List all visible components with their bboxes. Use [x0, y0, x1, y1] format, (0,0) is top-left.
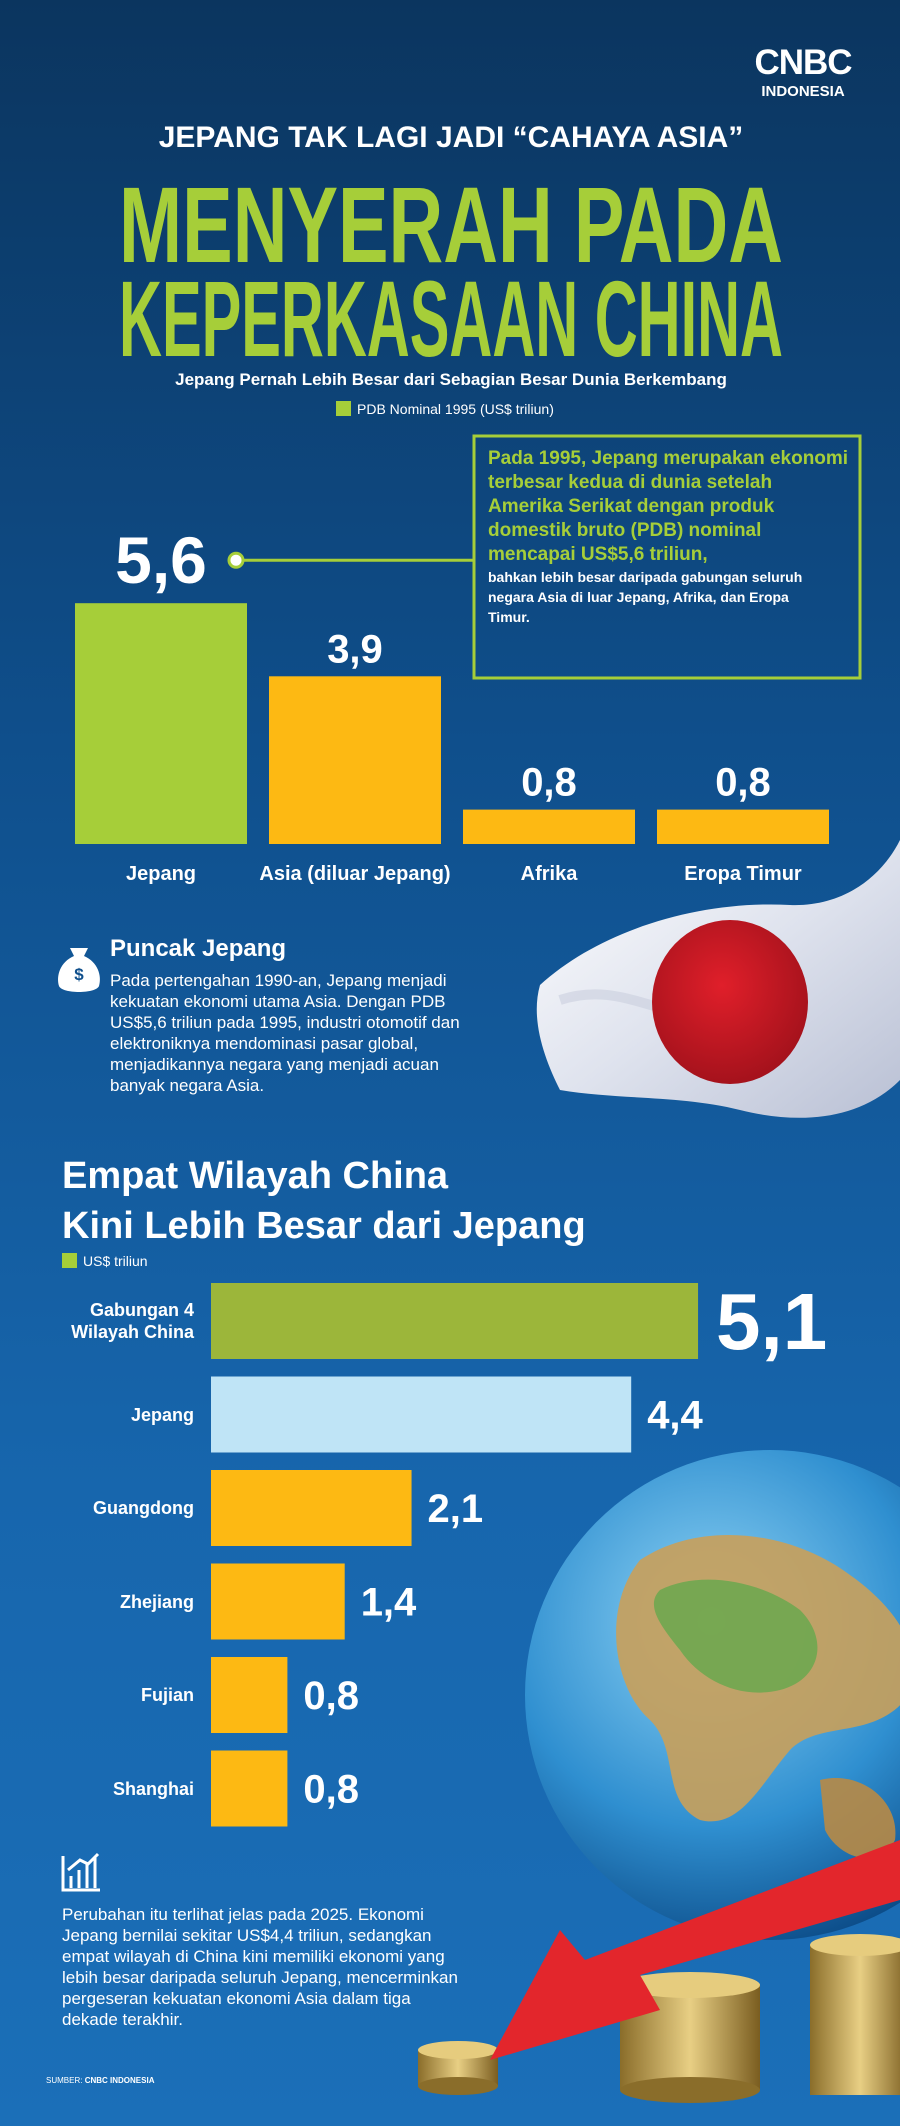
x-tick-label: Eropa Timur: [684, 863, 802, 885]
x-tick-label: Asia (diluar Jepang): [259, 863, 450, 885]
legend-swatch: [336, 401, 351, 416]
bar: [211, 1657, 288, 1733]
brand-sub: INDONESIA: [761, 83, 845, 100]
x-tick-label: Jepang: [126, 863, 196, 885]
headline-line: KEPERKASAAN CHINA: [119, 258, 783, 379]
y-tick-label: Zhejiang: [119, 1591, 194, 1612]
source-label: SUMBER:: [46, 2076, 82, 2085]
trend-arrow: [490, 1840, 900, 2060]
brand-name: CNBC: [754, 43, 852, 82]
legend-label: PDB Nominal 1995 (US$ triliun): [357, 401, 554, 417]
section-body: Perubahan itu terlihat jelas pada 2025. …: [62, 1905, 458, 2029]
y-tick-label: Gabungan 4 Wilayah China: [71, 1300, 194, 1342]
globe: [525, 1450, 900, 1940]
bar: [211, 1283, 699, 1359]
source-name: CNBC INDONESIA: [85, 2076, 155, 2085]
chart-title: Empat Wilayah China: [62, 1155, 449, 1197]
legend-swatch: [62, 1253, 77, 1268]
y-tick-label: Shanghai: [112, 1778, 194, 1799]
y-tick-label: Guangdong: [93, 1498, 194, 1518]
value-label: 3,9: [327, 627, 383, 671]
bar: [211, 1563, 345, 1640]
value-label: 2,1: [428, 1487, 484, 1531]
value-label: 0,8: [303, 1768, 359, 1812]
value-label: 0,8: [715, 761, 771, 805]
y-tick-label: Fujian: [141, 1685, 194, 1705]
value-label: 1,4: [361, 1581, 417, 1625]
chart-icon: [61, 1852, 100, 1892]
value-label: 4,4: [647, 1394, 703, 1438]
bar: [657, 809, 829, 844]
value-label: 0,8: [521, 761, 577, 805]
svg-text:$: $: [74, 965, 84, 984]
annotation-box: [472, 434, 862, 680]
value-label: 5,6: [115, 523, 207, 597]
bar: [211, 1376, 632, 1453]
flag: [536, 840, 900, 1118]
bar: [75, 603, 247, 844]
kicker: JEPANG TAK LAGI JADI “CAHAYA ASIA”: [159, 121, 744, 154]
bar: [463, 809, 635, 844]
chart-title: Kini Lebih Besar dari Jepang: [62, 1205, 586, 1247]
section-title: Puncak Jepang: [110, 935, 287, 962]
annotation-highlight: Pada 1995, Jepang merupakan ekonomi terb…: [488, 448, 849, 565]
y-tick-label: Jepang: [130, 1404, 194, 1425]
chart-title: Jepang Pernah Lebih Besar dari Sebagian …: [175, 370, 727, 389]
x-tick-label: Afrika: [521, 863, 579, 885]
value-label: 5,1: [716, 1277, 827, 1366]
section-body: Pada pertengahan 1990-an, Jepang menjadi…: [110, 971, 460, 1095]
headline-line: MENYERAH PADA: [119, 164, 783, 285]
bar: [269, 676, 441, 844]
value-label: 0,8: [303, 1674, 359, 1718]
bar: [211, 1750, 288, 1827]
bar: [211, 1470, 412, 1546]
legend-label: US$ triliun: [83, 1253, 148, 1269]
annotation-body: bahkan lebih besar daripada gabungan sel…: [488, 569, 803, 625]
annotation-dot: [227, 551, 245, 569]
money-bag-icon: $: [58, 948, 100, 992]
source: SUMBER: CNBC INDONESIA: [46, 2076, 155, 2085]
annotation: Pada 1995, Jepang merupakan ekonomi terb…: [488, 447, 850, 627]
coin-stacks: [418, 1934, 900, 2103]
